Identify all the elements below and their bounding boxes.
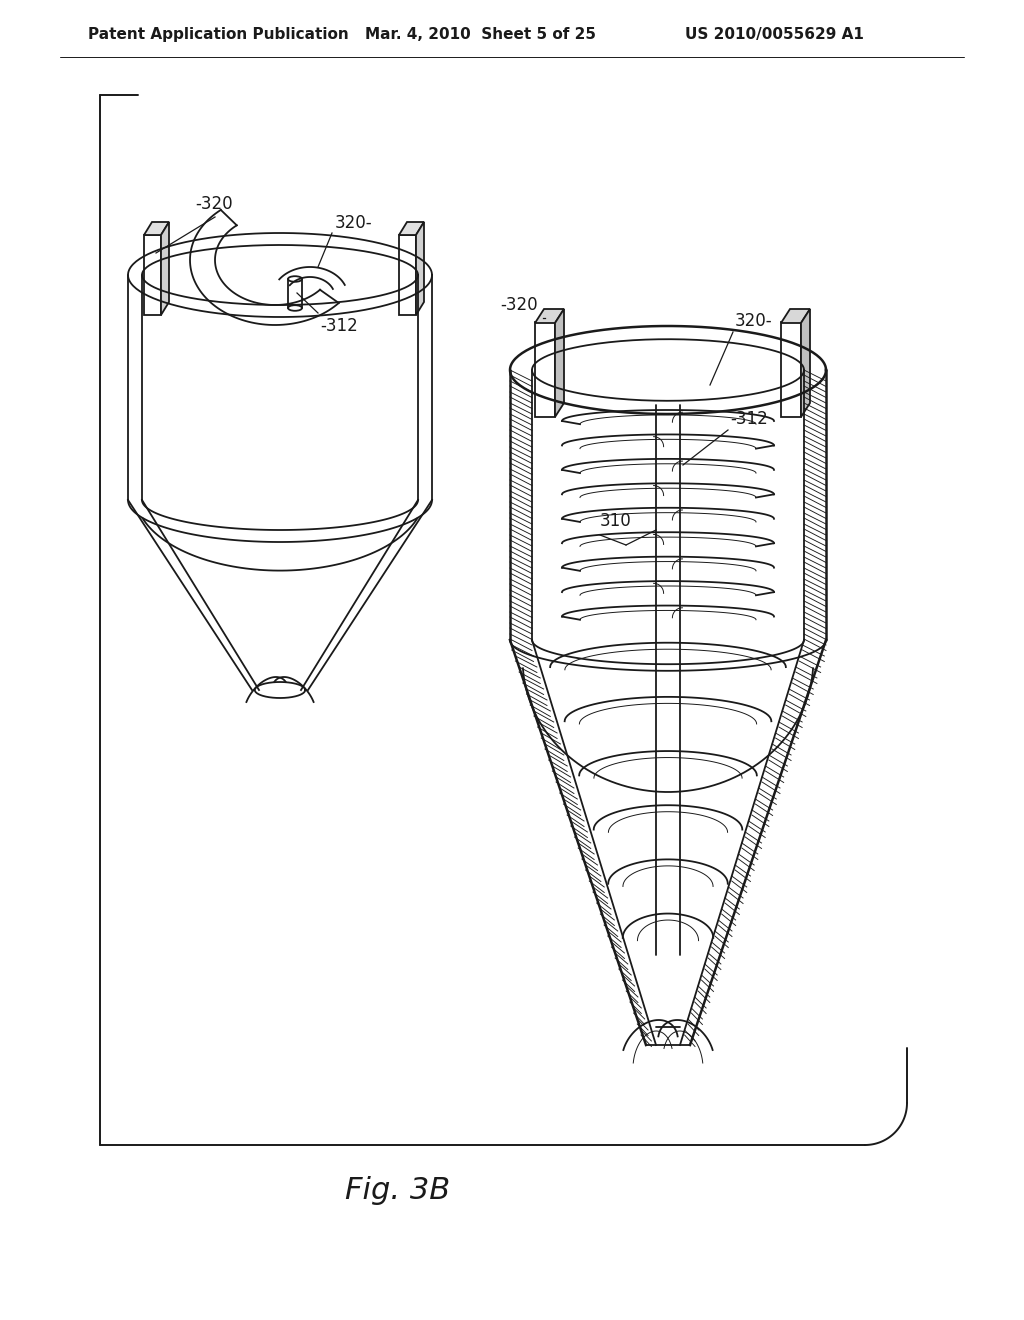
Polygon shape bbox=[781, 309, 810, 323]
Text: US 2010/0055629 A1: US 2010/0055629 A1 bbox=[685, 26, 864, 42]
Bar bbox=[144, 235, 161, 315]
Polygon shape bbox=[161, 222, 169, 315]
Text: Mar. 4, 2010  Sheet 5 of 25: Mar. 4, 2010 Sheet 5 of 25 bbox=[365, 26, 596, 42]
Bar bbox=[781, 322, 801, 417]
Text: Patent Application Publication: Patent Application Publication bbox=[88, 26, 349, 42]
Polygon shape bbox=[416, 222, 424, 315]
Text: -320: -320 bbox=[500, 296, 538, 314]
Bar bbox=[399, 235, 416, 315]
Polygon shape bbox=[535, 309, 564, 323]
Text: -320: -320 bbox=[195, 195, 232, 213]
Text: 320-: 320- bbox=[735, 312, 773, 330]
Text: -312: -312 bbox=[730, 411, 768, 428]
Ellipse shape bbox=[288, 276, 302, 281]
Polygon shape bbox=[801, 309, 810, 417]
Text: -312: -312 bbox=[319, 317, 357, 335]
Ellipse shape bbox=[288, 305, 302, 310]
Bar bbox=[535, 322, 555, 417]
Text: 320-: 320- bbox=[335, 214, 373, 232]
Text: Fig. 3B: Fig. 3B bbox=[345, 1176, 451, 1205]
Polygon shape bbox=[555, 309, 564, 417]
Polygon shape bbox=[399, 222, 424, 235]
Text: 310: 310 bbox=[600, 512, 632, 531]
Polygon shape bbox=[144, 222, 169, 235]
